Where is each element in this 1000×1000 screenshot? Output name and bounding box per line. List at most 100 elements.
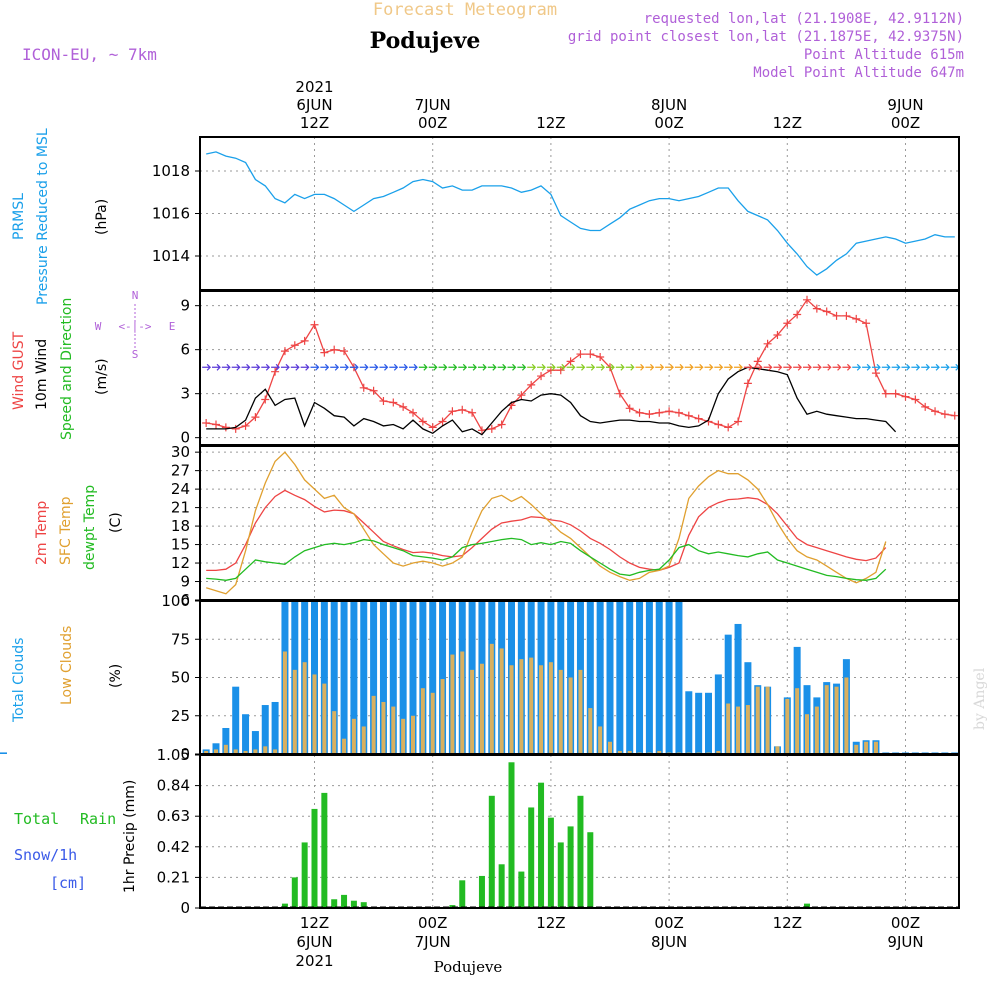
low-cloud-bar — [489, 643, 494, 754]
gust-marker — [399, 402, 408, 411]
tick-label-y: 1016 — [152, 205, 190, 223]
wind-arrow — [793, 363, 802, 371]
tick-label-y: 18 — [171, 517, 190, 535]
tick-label-y: 75 — [171, 630, 190, 648]
wind-arrow — [271, 363, 280, 371]
rain-bar — [341, 894, 348, 908]
wind-arrow — [842, 363, 852, 371]
wind-arrow — [556, 363, 566, 371]
gust-marker — [596, 353, 605, 361]
gust-marker — [566, 357, 575, 366]
low-cloud-bar — [588, 708, 593, 754]
panel-frame — [199, 754, 960, 909]
gust-marker — [231, 424, 240, 433]
gust-marker — [517, 391, 526, 400]
total-cloud-bar — [724, 634, 732, 754]
compass-n: N — [132, 289, 139, 302]
precip-rain-label: Rain — [80, 810, 116, 828]
gust-marker — [320, 348, 329, 357]
time-label-bottom: 12Z — [300, 914, 329, 932]
panel-0: 1014 1016 1018 — [152, 136, 960, 291]
gust-marker — [940, 410, 949, 419]
total-cloud-bar — [232, 686, 240, 754]
gust-marker — [271, 367, 280, 376]
time-label-top: 7JUN — [415, 96, 451, 114]
wind-arrow — [625, 363, 635, 371]
wind-arrow — [635, 363, 645, 371]
low-cloud-bar — [391, 706, 396, 754]
rain-bar — [508, 762, 515, 908]
low-cloud-bar — [529, 657, 534, 754]
gust-marker — [241, 421, 250, 430]
gust-marker — [852, 314, 861, 323]
wind-arrow — [212, 363, 221, 371]
low-cloud-bar — [460, 651, 465, 754]
gust-marker — [625, 404, 634, 413]
location-title: Podujeve — [370, 28, 481, 54]
grid-point-coords: grid point closest lon,lat (21.1875E, 42… — [568, 29, 964, 45]
wind-arrow — [704, 363, 714, 371]
wind-arrow — [359, 363, 369, 371]
wind-arrow — [418, 363, 428, 371]
low-cloud-bar — [785, 698, 790, 754]
wind-arrow — [911, 363, 921, 371]
low-cloud-bar — [568, 677, 573, 754]
precip-snow-label: Snow/1h — [14, 846, 77, 864]
low-cloud-bar — [411, 715, 415, 754]
low-cloud-bar — [539, 665, 544, 754]
gust-marker — [418, 417, 427, 426]
wind-arrow — [763, 363, 773, 371]
total-cloud-bar — [734, 623, 742, 754]
wind-arrow — [349, 363, 359, 371]
total-cloud-bar — [645, 601, 653, 754]
time-label-top: 00Z — [891, 114, 920, 132]
time-label-bottom: 2021 — [295, 952, 333, 970]
pressure-label-1: PRMSL — [11, 193, 27, 240]
wind-arrow — [881, 363, 891, 371]
gust-marker — [369, 386, 378, 395]
total-cloud-bar — [655, 601, 663, 754]
low-cloud-bar — [233, 749, 238, 754]
low-cloud-bar — [716, 750, 721, 754]
tick-label-y: 1.05 — [157, 746, 190, 764]
rain-bar — [321, 792, 328, 908]
wind-arrow — [448, 363, 458, 371]
low-cloud-bar — [282, 651, 287, 754]
low-cloud-bar — [608, 741, 612, 754]
low-cloud-bar — [430, 692, 435, 754]
rain-bar — [547, 817, 554, 908]
total-cloud-bar — [419, 601, 427, 754]
wind-arrow — [487, 363, 497, 371]
time-label-bottom: 12Z — [536, 914, 565, 932]
wind-arrow — [428, 363, 438, 371]
wind-gust-label: Wind GUST — [11, 331, 27, 410]
wind-arrow — [280, 363, 290, 371]
low-cloud-bar — [795, 688, 800, 754]
total-cloud-bar — [596, 601, 604, 754]
total-cloud-bar — [606, 601, 614, 754]
wind-arrow — [645, 363, 655, 371]
total-cloud-bar — [0, 752, 7, 754]
compass-s: S — [132, 348, 139, 361]
wind-arrow — [743, 363, 753, 371]
rain-bar — [567, 826, 574, 908]
meteogram-title: Forecast Meteogram — [373, 0, 557, 20]
total-cloud-bar — [242, 714, 250, 754]
tick-label-y: 9 — [180, 573, 190, 591]
tick-label-y: 6 — [180, 341, 190, 359]
time-label-bottom: 00Z — [418, 914, 447, 932]
tick-label-y: 30 — [171, 443, 190, 461]
low-cloud-bar — [509, 665, 514, 754]
wind-arrow — [399, 363, 408, 371]
low-cloud-bar — [351, 718, 356, 754]
total-cloud-bar — [330, 601, 338, 754]
wind-arrow — [379, 363, 389, 371]
gust-marker — [655, 408, 664, 417]
low-cloud-bar — [499, 648, 504, 754]
panel-4: 0 0.21 0.42 0.63 0.84 1.05 — [157, 746, 960, 917]
wind-arrow — [950, 363, 960, 371]
tick-label-y: 0 — [180, 899, 190, 917]
low-cloud-bar — [361, 726, 366, 754]
low-cloud-bar — [342, 738, 347, 754]
